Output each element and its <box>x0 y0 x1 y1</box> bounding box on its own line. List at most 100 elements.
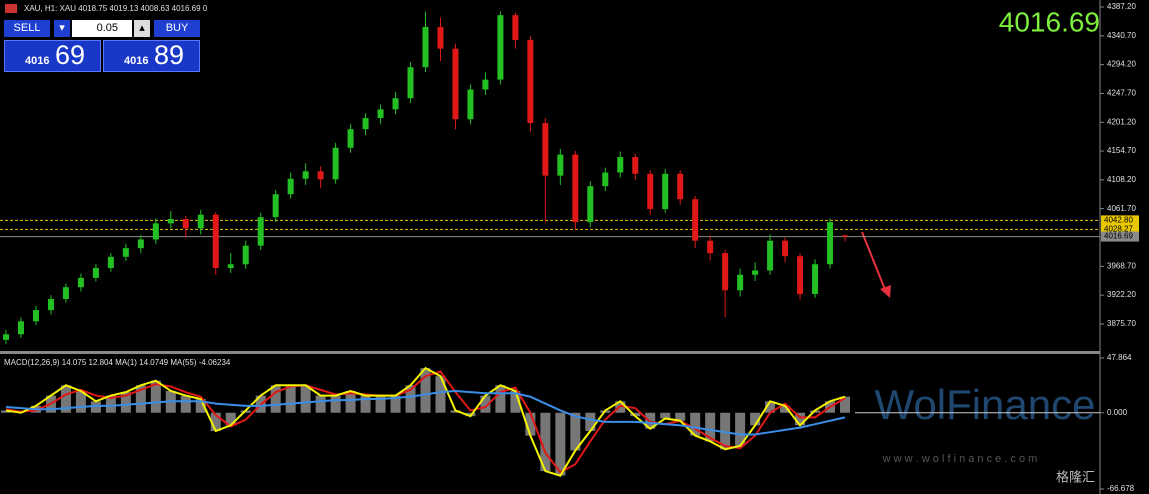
macd-bar <box>195 399 206 413</box>
macd-bar <box>285 385 296 413</box>
candle-body <box>677 173 684 200</box>
candle-body <box>392 98 399 110</box>
y-tick-label: 3968.70 <box>1107 261 1136 270</box>
pane-divider <box>0 351 1100 354</box>
candle-body <box>632 157 639 174</box>
macd-bar <box>120 392 131 413</box>
candle-body <box>227 264 234 268</box>
macd-bar <box>750 412 761 426</box>
watermark-brand: WolFinance <box>875 381 1096 428</box>
candle-body <box>422 26 429 68</box>
candle-body <box>557 154 564 176</box>
macd-bar <box>630 412 641 417</box>
macd-bar <box>480 395 491 413</box>
macd-bar <box>525 412 536 436</box>
macd-bar <box>690 412 701 436</box>
y-tick-label: 4294.20 <box>1107 60 1136 69</box>
y-tick-label: 4061.70 <box>1107 204 1136 213</box>
macd-bar <box>150 380 161 413</box>
macd-bar <box>780 405 791 413</box>
candle-body <box>152 223 159 240</box>
candle-body <box>527 39 534 123</box>
macd-bar <box>660 412 671 419</box>
watermark-url: w w w . w o l f i n a n c e . c o m <box>882 453 1038 465</box>
candle-body <box>617 157 624 173</box>
candle-body <box>407 67 414 99</box>
lot-up[interactable]: ▴ <box>134 20 150 37</box>
candle-body <box>62 287 69 299</box>
y-tick-label: 4201.20 <box>1107 117 1136 126</box>
candle-body <box>212 214 219 268</box>
candle-body <box>842 235 848 237</box>
trend-arrow <box>861 231 887 293</box>
macd-bar <box>735 412 746 446</box>
y-tick-label: -66.678 <box>1107 484 1135 493</box>
candle-body <box>362 118 369 130</box>
candle-body <box>782 240 789 257</box>
buy-button[interactable]: BUY <box>154 20 200 37</box>
macd-bar <box>390 395 401 413</box>
candle-body <box>347 129 354 148</box>
candle-body <box>167 219 174 224</box>
price-label: 4042.80 <box>1104 215 1133 224</box>
candle-body <box>377 109 384 119</box>
candle-body <box>17 321 24 335</box>
candle-body <box>497 15 504 80</box>
macd-bar <box>345 391 356 413</box>
ask-box[interactable]: 4016 89 <box>103 40 200 72</box>
candle-body <box>587 186 594 223</box>
source-logo: 格隆汇 <box>1056 469 1095 484</box>
bid-box[interactable]: 4016 69 <box>4 40 101 72</box>
y-tick-label: 4387.20 <box>1107 2 1136 11</box>
candle-body <box>257 217 264 246</box>
candle-body <box>122 248 129 257</box>
candle-body <box>542 122 549 176</box>
candle-body <box>107 256 114 268</box>
macd-bar <box>540 412 551 472</box>
candle-body <box>77 277 84 288</box>
macd-bar <box>300 385 311 413</box>
y-tick-label: 4108.20 <box>1107 175 1136 184</box>
bid-small: 69 <box>55 40 86 70</box>
price-label-bg <box>1101 215 1139 226</box>
candle-body <box>767 240 774 271</box>
ask-small: 89 <box>154 40 185 70</box>
candle-body <box>707 240 714 254</box>
ask-big: 4016 <box>124 55 149 67</box>
bid-big: 4016 <box>25 55 50 67</box>
macd-bar <box>420 368 431 413</box>
candle-body <box>452 48 459 120</box>
y-tick-label: 47.864 <box>1107 353 1132 362</box>
y-tick-label: 3922.20 <box>1107 290 1136 299</box>
macd-bar <box>435 376 446 413</box>
trend-arrow-head <box>880 285 891 298</box>
candle-body <box>92 267 99 278</box>
candle-body <box>827 222 834 265</box>
macd-bar <box>360 395 371 413</box>
macd-bar <box>840 396 850 413</box>
price-label-bg <box>1101 224 1139 235</box>
macd-bar <box>75 391 86 413</box>
macd-bar <box>375 395 386 413</box>
macd-bar <box>405 385 416 413</box>
macd-bar <box>270 385 281 413</box>
macd-bar <box>675 412 686 421</box>
macd-bar <box>1 410 11 413</box>
candle-body <box>737 274 744 291</box>
macd-bar <box>570 412 581 451</box>
candle-body <box>662 173 669 210</box>
candle-body <box>272 194 279 218</box>
trade-panel: SELL ▾ 0.05 ▴ BUY 4016 69 4016 89 <box>4 20 200 72</box>
lot-down[interactable]: ▾ <box>54 20 70 37</box>
y-tick-label: 4340.70 <box>1107 31 1136 40</box>
candle-body <box>317 171 324 180</box>
sell-button[interactable]: SELL <box>4 20 50 37</box>
candle-body <box>3 334 9 340</box>
macd-bar <box>450 410 461 413</box>
candle-body <box>287 178 294 195</box>
lot-input[interactable]: 0.05 <box>72 20 132 37</box>
candle-body <box>482 79 489 90</box>
macd-bar <box>510 391 521 413</box>
